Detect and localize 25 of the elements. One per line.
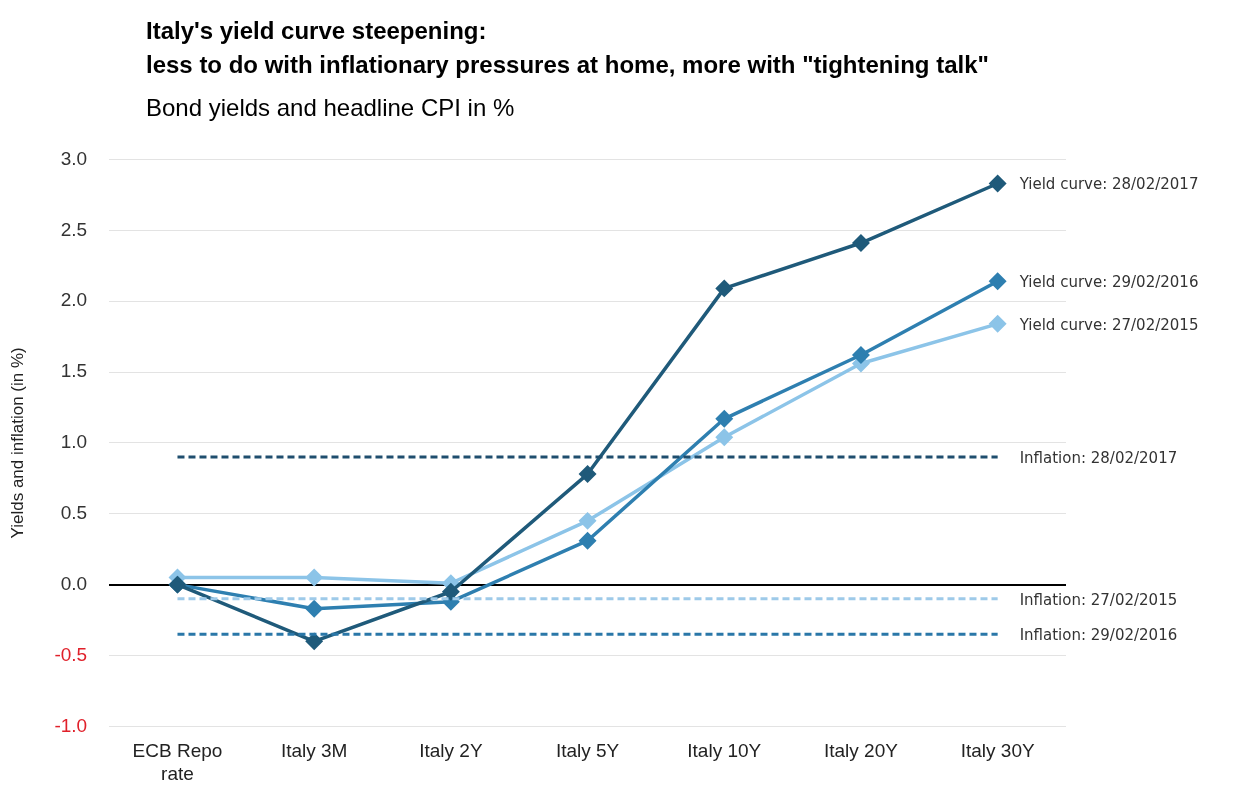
series-label: Yield curve: 28/02/2017 [1018,175,1199,194]
y-axis-title: Yields and inflation (in %) [7,347,27,539]
x-tick-label: Italy 30Y [960,740,1035,762]
series-label: Inflation: 29/02/2016 [1019,626,1178,645]
x-tick-label: Italy 5Y [555,740,620,762]
y-tick-label: 1.0 [60,431,88,453]
y-tick-label: 1.5 [60,360,88,382]
x-tick-label: Italy 3M [280,740,348,762]
series-label: Inflation: 28/02/2017 [1019,448,1178,467]
y-tick-label: 0.0 [60,572,88,594]
chart-subtitle: Bond yields and headline CPI in % [146,94,515,122]
chart-title: Italy's yield curve steepening: less to do with inflationary pressures at home, more with "tightening talk" [146,16,989,80]
x-tick-label: Italy 10Y [687,740,762,762]
y-tick-label: 3.0 [60,147,88,169]
y-tick-label: 2.5 [60,218,88,240]
series-label: Inflation: 27/02/2015 [1019,590,1178,609]
y-tick-label: 2.0 [60,289,88,311]
x-tick-label: Italy 20Y [823,740,899,762]
x-tick-label: Italy 2Y [419,740,483,762]
y-tick-label: 0.5 [60,502,88,524]
y-tick-label: -1.0 [54,714,88,736]
y-tick-label: -0.5 [54,643,88,665]
series-label: Yield curve: 29/02/2016 [1018,273,1199,292]
series-label: Yield curve: 27/02/2015 [1018,315,1199,334]
x-tick-label: ECB Repo rate [132,740,223,784]
